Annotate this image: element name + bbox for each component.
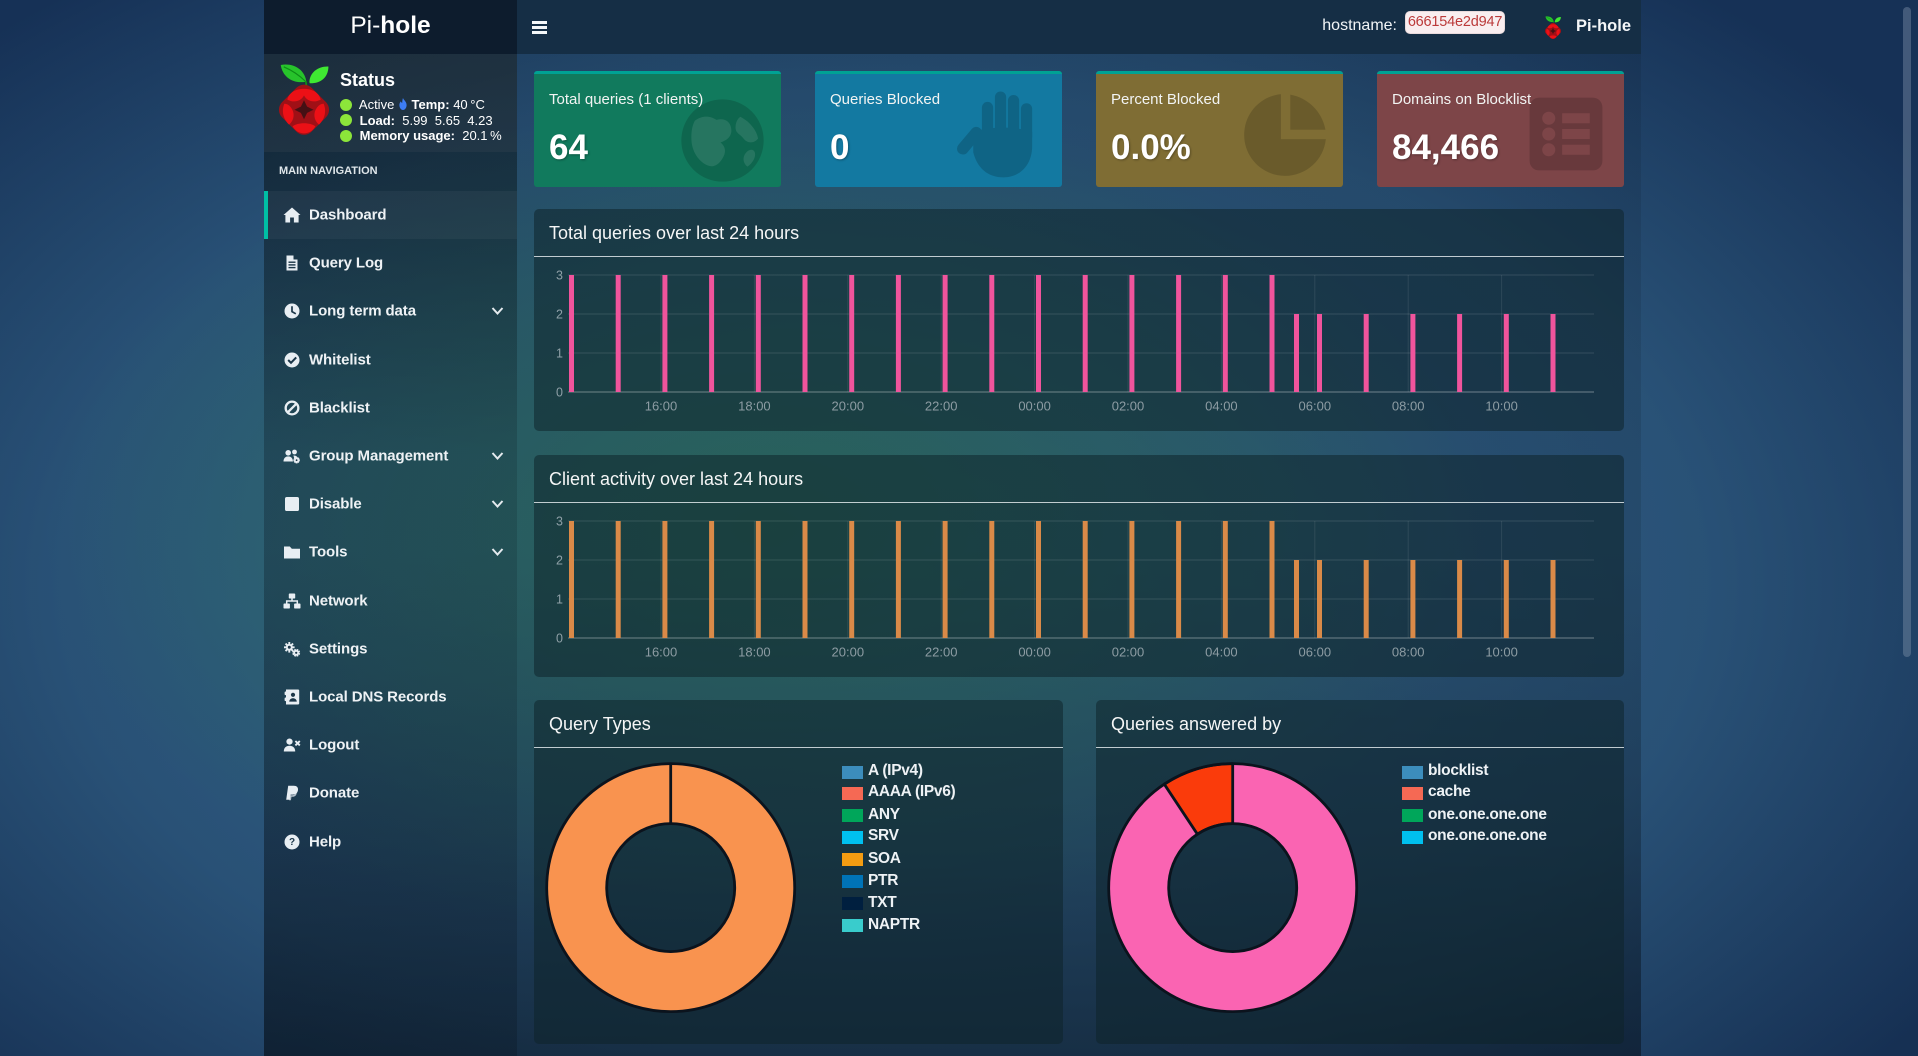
svg-text:16:00: 16:00 bbox=[645, 645, 678, 660]
svg-text:04:00: 04:00 bbox=[1205, 645, 1238, 660]
svg-text:18:00: 18:00 bbox=[738, 645, 771, 660]
svg-text:08:00: 08:00 bbox=[1392, 399, 1425, 414]
svg-text:06:00: 06:00 bbox=[1299, 399, 1332, 414]
svg-text:2: 2 bbox=[556, 554, 563, 568]
svg-text:08:00: 08:00 bbox=[1392, 645, 1425, 660]
svg-text:20:00: 20:00 bbox=[832, 645, 865, 660]
svg-text:22:00: 22:00 bbox=[925, 399, 958, 414]
svg-text:18:00: 18:00 bbox=[738, 399, 771, 414]
svg-text:0: 0 bbox=[556, 632, 563, 646]
svg-text:0: 0 bbox=[556, 386, 563, 400]
svg-text:22:00: 22:00 bbox=[925, 645, 958, 660]
svg-text:20:00: 20:00 bbox=[832, 399, 865, 414]
svg-text:00:00: 00:00 bbox=[1018, 645, 1051, 660]
svg-text:16:00: 16:00 bbox=[645, 399, 678, 414]
svg-text:10:00: 10:00 bbox=[1485, 645, 1518, 660]
svg-text:2: 2 bbox=[556, 308, 563, 322]
svg-text:00:00: 00:00 bbox=[1018, 399, 1051, 414]
svg-text:1: 1 bbox=[556, 593, 563, 607]
svg-text:04:00: 04:00 bbox=[1205, 399, 1238, 414]
svg-text:02:00: 02:00 bbox=[1112, 645, 1145, 660]
svg-text:06:00: 06:00 bbox=[1299, 645, 1332, 660]
svg-text:1: 1 bbox=[556, 347, 563, 361]
svg-text:?: ? bbox=[289, 837, 295, 848]
svg-text:02:00: 02:00 bbox=[1112, 399, 1145, 414]
svg-text:3: 3 bbox=[556, 515, 563, 529]
svg-text:10:00: 10:00 bbox=[1485, 399, 1518, 414]
svg-text:3: 3 bbox=[556, 269, 563, 283]
